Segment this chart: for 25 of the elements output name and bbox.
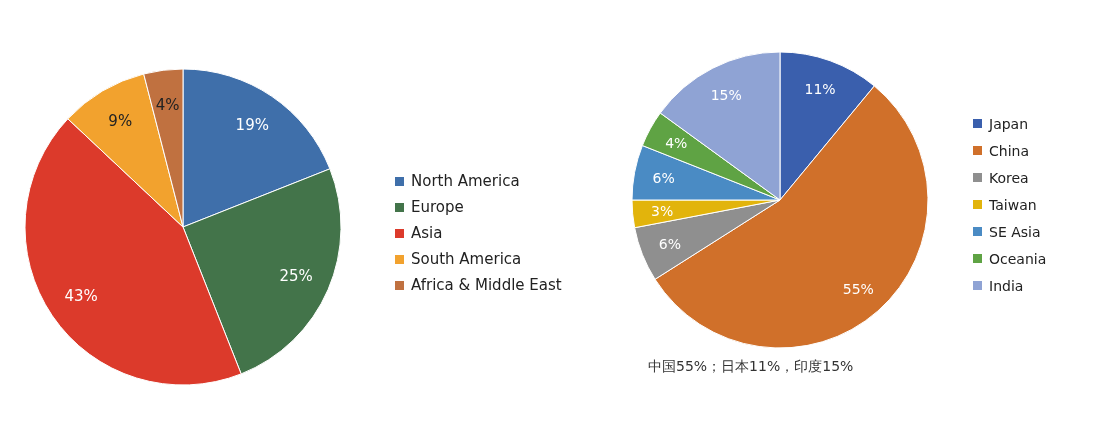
data-label: 55% [842,280,874,297]
legend-label: China [989,142,1029,159]
data-label: 9% [108,111,133,130]
data-label: 3% [651,203,674,220]
legend-label: Taiwan [989,196,1037,213]
legend-label: Africa & Middle East [411,276,562,294]
legend-label: Oceania [989,250,1047,267]
legend-label: Korea [989,169,1029,186]
legend-label: SE Asia [989,223,1041,240]
data-label: 6% [658,235,682,252]
data-label: 25% [279,266,313,285]
data-label: 6% [652,169,675,186]
data-label: 4% [155,95,180,114]
legend-label: Europe [411,198,464,216]
legend-label: Asia [411,224,443,242]
data-label: 43% [64,287,98,306]
data-label: 19% [235,116,269,135]
data-label: 11% [804,80,836,97]
text: 中国55%；日本11%，印度15% [648,358,854,376]
legend-label: India [989,277,1024,294]
data-label: 15% [710,86,742,103]
legend-label: North America [411,172,520,190]
legend-label: Japan [989,115,1029,132]
data-label: 4% [665,134,688,151]
legend-label: South America [411,250,522,268]
